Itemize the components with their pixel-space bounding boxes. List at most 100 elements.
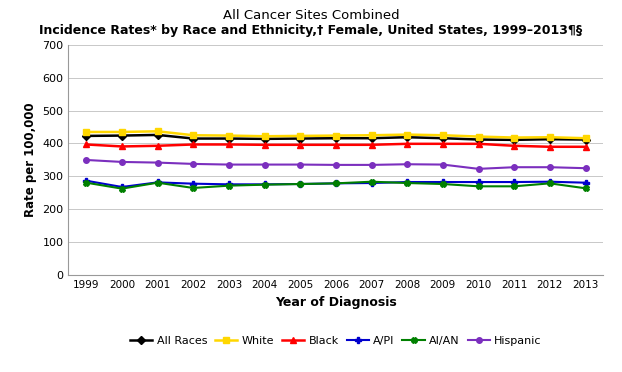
White	[118, 130, 126, 134]
White	[582, 136, 589, 141]
White	[475, 134, 482, 139]
Hispanic	[368, 163, 375, 167]
Hispanic	[582, 166, 589, 170]
AI/AN	[83, 180, 90, 185]
All Races	[511, 138, 518, 142]
AI/AN	[546, 181, 554, 186]
All Races	[225, 136, 233, 141]
Black	[118, 144, 126, 149]
A/PI	[332, 181, 340, 186]
Text: Incidence Rates* by Race and Ethnicity,† Female, United States, 1999–2013¶§: Incidence Rates* by Race and Ethnicity,†…	[39, 24, 583, 37]
A/PI	[154, 180, 161, 185]
A/PI	[511, 180, 518, 184]
All Races	[582, 137, 589, 142]
Hispanic	[439, 162, 447, 167]
White	[297, 134, 304, 138]
AI/AN	[368, 179, 375, 184]
Legend: All Races, White, Black, A/PI, AI/AN, Hispanic: All Races, White, Black, A/PI, AI/AN, Hi…	[126, 331, 546, 350]
Black	[261, 142, 268, 147]
AI/AN	[154, 180, 161, 185]
Line: Hispanic: Hispanic	[83, 157, 588, 171]
Black	[546, 145, 554, 149]
All Races	[154, 133, 161, 137]
White	[546, 135, 554, 140]
Line: A/PI: A/PI	[83, 178, 588, 190]
Black	[154, 144, 161, 148]
Black	[511, 144, 518, 148]
White	[154, 129, 161, 134]
AI/AN	[332, 181, 340, 186]
AI/AN	[261, 182, 268, 187]
White	[190, 133, 197, 138]
Black	[368, 142, 375, 147]
All Races	[404, 135, 411, 140]
A/PI	[368, 181, 375, 185]
Black	[404, 142, 411, 146]
AI/AN	[118, 186, 126, 191]
A/PI	[546, 179, 554, 184]
A/PI	[404, 180, 411, 184]
AI/AN	[190, 186, 197, 190]
Hispanic	[332, 163, 340, 167]
AI/AN	[404, 181, 411, 185]
Line: White: White	[83, 128, 588, 141]
All Races	[368, 136, 375, 141]
White	[83, 130, 90, 134]
Black	[439, 142, 447, 146]
Hispanic	[475, 167, 482, 171]
Y-axis label: Rate per 100,000: Rate per 100,000	[24, 103, 37, 217]
Hispanic	[546, 165, 554, 169]
A/PI	[190, 182, 197, 186]
AI/AN	[439, 182, 447, 186]
A/PI	[83, 179, 90, 183]
All Races	[261, 137, 268, 141]
White	[439, 133, 447, 138]
AI/AN	[225, 183, 233, 188]
Black	[475, 142, 482, 146]
White	[225, 133, 233, 138]
All Races	[83, 134, 90, 138]
All Races	[546, 137, 554, 141]
AI/AN	[511, 184, 518, 189]
All Races	[475, 137, 482, 142]
Black	[83, 142, 90, 147]
White	[332, 133, 340, 138]
Hispanic	[190, 162, 197, 166]
A/PI	[261, 182, 268, 187]
Black	[582, 145, 589, 149]
Hispanic	[297, 162, 304, 167]
White	[511, 135, 518, 140]
A/PI	[225, 182, 233, 187]
Hispanic	[154, 160, 161, 165]
All Races	[190, 136, 197, 141]
Black	[225, 142, 233, 147]
Line: AI/AN: AI/AN	[83, 179, 588, 192]
All Races	[439, 136, 447, 141]
AI/AN	[297, 182, 304, 186]
Hispanic	[83, 158, 90, 162]
A/PI	[439, 180, 447, 184]
AI/AN	[582, 186, 589, 190]
Black	[190, 142, 197, 147]
All Races	[118, 133, 126, 138]
White	[368, 133, 375, 138]
A/PI	[297, 182, 304, 186]
Hispanic	[404, 162, 411, 167]
Line: Black: Black	[83, 141, 588, 150]
Black	[332, 142, 340, 147]
White	[261, 134, 268, 138]
All Races	[297, 136, 304, 141]
X-axis label: Year of Diagnosis: Year of Diagnosis	[275, 296, 397, 309]
Text: All Cancer Sites Combined: All Cancer Sites Combined	[223, 9, 399, 22]
A/PI	[475, 180, 482, 184]
A/PI	[118, 185, 126, 189]
Black	[297, 142, 304, 147]
Hispanic	[118, 160, 126, 164]
Hispanic	[225, 162, 233, 167]
AI/AN	[475, 184, 482, 189]
Hispanic	[511, 165, 518, 169]
White	[404, 132, 411, 137]
Line: All Races: All Races	[83, 132, 588, 142]
A/PI	[582, 180, 589, 185]
Hispanic	[261, 162, 268, 167]
